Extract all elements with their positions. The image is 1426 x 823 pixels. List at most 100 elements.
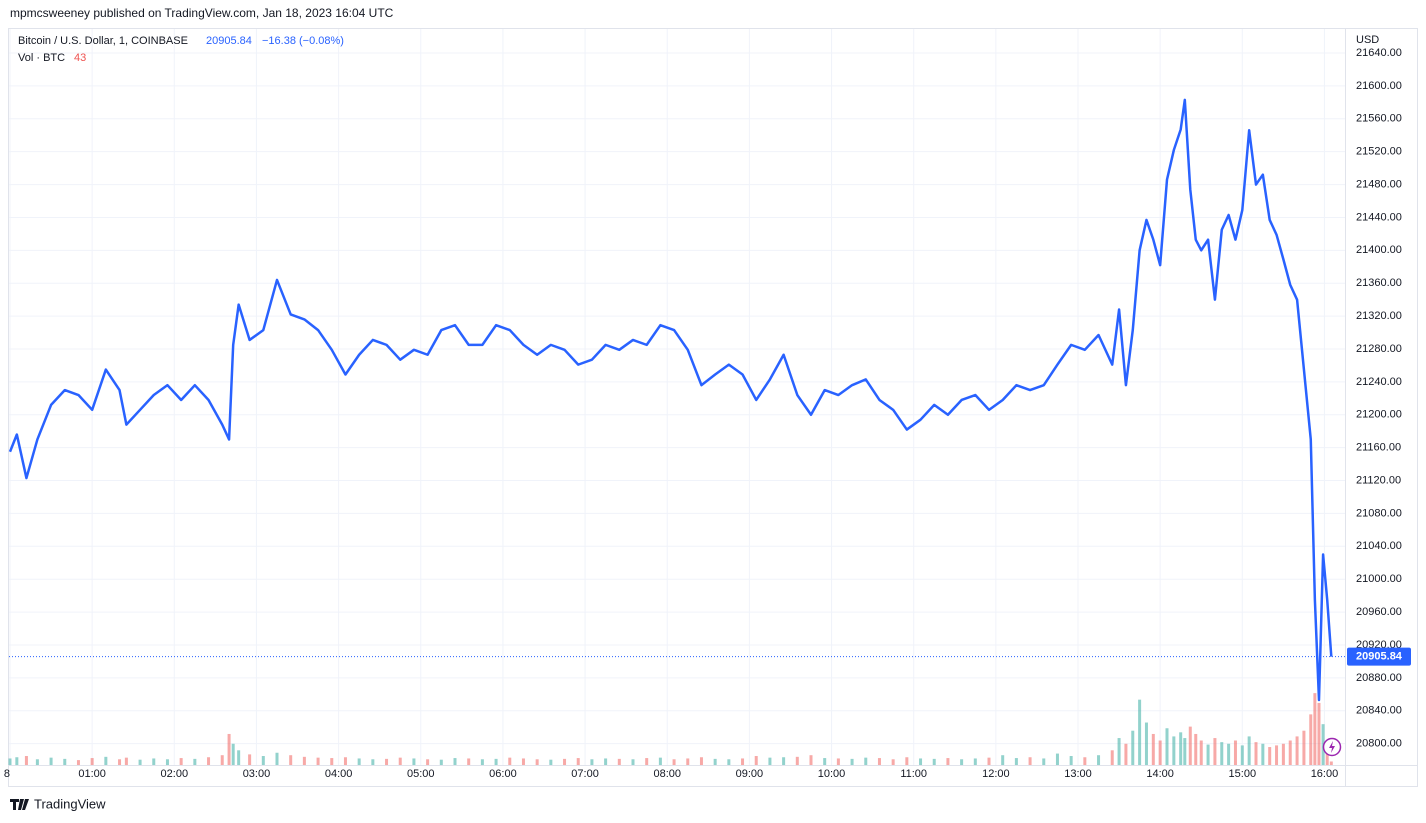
volume-bar: [1055, 753, 1059, 765]
volume-bar: [864, 757, 868, 765]
y-tick-label: 21400.00: [1356, 244, 1402, 256]
volume-bar: [1124, 743, 1128, 765]
volume-bar: [1188, 726, 1192, 765]
frame: [8, 28, 1418, 787]
y-tick-label: 21280.00: [1356, 343, 1402, 355]
last-price-tag: [1347, 647, 1411, 666]
volume-bar: [850, 758, 854, 765]
volume-bar: [1117, 738, 1121, 765]
x-tick-label: 08:00: [653, 768, 681, 780]
volume-bar: [104, 756, 108, 765]
volume-bar: [90, 758, 94, 765]
volume-title: Vol · BTC: [18, 52, 65, 64]
x-tick-label: 01:00: [78, 768, 106, 780]
y-tick-label: 21480.00: [1356, 178, 1402, 190]
volume-bar: [1268, 747, 1272, 765]
volume-bar: [1302, 730, 1306, 765]
x-tick-label: 02:00: [161, 768, 189, 780]
volume-bar: [960, 759, 964, 765]
volume-bar: [590, 759, 594, 765]
volume-bar: [563, 758, 567, 765]
volume-bar: [905, 757, 909, 765]
volume-bar: [1313, 693, 1317, 765]
volume-bar: [1281, 743, 1285, 765]
volume-bar: [987, 757, 991, 765]
volume-bar: [15, 757, 19, 765]
y-axis-label: USD: [1356, 34, 1379, 46]
x-tick-label: 09:00: [736, 768, 764, 780]
volume-bar: [836, 758, 840, 765]
volume-bar: [138, 759, 142, 765]
volume-bar: [330, 758, 334, 765]
volume-bar: [343, 757, 347, 765]
volume-bar: [795, 756, 799, 765]
volume-bar: [1069, 756, 1073, 765]
x-tick-label: 8: [4, 768, 10, 780]
volume-bar: [1083, 757, 1087, 765]
volume-bar: [385, 758, 389, 765]
symbol-title: Bitcoin / U.S. Dollar, 1, COINBASE: [18, 35, 188, 47]
volume-bar: [768, 757, 772, 765]
y-tick-label: 21320.00: [1356, 310, 1402, 322]
volume-bar: [576, 758, 580, 765]
volume-bar: [1131, 730, 1135, 765]
header-price: 20905.84: [206, 35, 252, 47]
volume-bar: [741, 758, 745, 765]
volume-bar: [823, 758, 827, 765]
alert-bolt: [1329, 741, 1335, 753]
y-tick-label: 21080.00: [1356, 507, 1402, 519]
volume-bar: [1172, 736, 1176, 765]
volume-bar: [1179, 732, 1183, 765]
volume-bar: [179, 758, 183, 765]
volume-bar: [398, 757, 402, 765]
volume-bar: [508, 757, 512, 765]
volume-bar: [1138, 699, 1142, 765]
volume-bar: [227, 733, 231, 765]
y-tick-label: 21000.00: [1356, 573, 1402, 585]
volume-bar: [891, 759, 895, 765]
y-tick-label: 21640.00: [1356, 47, 1402, 59]
volume-bar: [316, 757, 320, 765]
volume-bar: [1194, 733, 1198, 765]
volume-bar: [754, 756, 758, 765]
volume-bar: [1227, 743, 1231, 765]
volume-bar: [248, 754, 252, 765]
y-tick-label: 21440.00: [1356, 211, 1402, 223]
volume-bar: [1309, 714, 1313, 765]
volume-bar: [631, 759, 635, 765]
volume-bar: [467, 758, 471, 765]
volume-bar: [617, 758, 621, 765]
volume-bar: [1233, 740, 1237, 765]
volume-bar: [1288, 740, 1292, 765]
volume-bar: [809, 755, 813, 765]
x-tick-label: 16:00: [1311, 768, 1339, 780]
volume-bar: [220, 755, 224, 765]
volume-bar: [727, 759, 731, 765]
volume-bar: [672, 759, 676, 765]
volume-bar: [1240, 745, 1244, 765]
y-tick-label: 20800.00: [1356, 738, 1402, 750]
volume-bar: [1110, 750, 1114, 765]
volume-bar: [1028, 757, 1032, 765]
volume-bar: [932, 758, 936, 765]
x-tick-label: 07:00: [571, 768, 599, 780]
volume-bar: [1206, 744, 1210, 765]
volume-bar: [1151, 733, 1155, 765]
y-tick-label: 21600.00: [1356, 80, 1402, 92]
volume-bar: [946, 758, 950, 765]
volume-bar: [782, 757, 786, 765]
volume-bar: [686, 758, 690, 765]
volume-bar: [426, 759, 430, 765]
volume-bar: [371, 759, 375, 765]
volume-bar: [124, 757, 128, 765]
volume-bar: [231, 743, 235, 765]
volume-bar: [480, 759, 484, 765]
volume-bar: [152, 758, 156, 765]
volume-bar: [165, 759, 169, 765]
volume-bar: [713, 758, 717, 765]
y-tick-label: 20960.00: [1356, 606, 1402, 618]
x-tick-label: 12:00: [982, 768, 1010, 780]
volume-bar: [604, 758, 608, 765]
y-tick-label: 21520.00: [1356, 146, 1402, 158]
